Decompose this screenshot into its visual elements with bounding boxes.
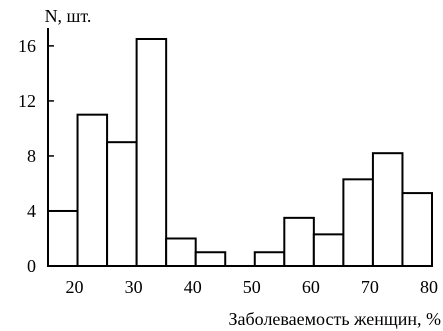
histogram-bar (135, 38, 168, 267)
histogram-bar (76, 113, 109, 267)
histogram-bar (283, 216, 315, 268)
y-axis-label: N, шт. (45, 6, 92, 26)
y-tick-label: 0 (27, 256, 36, 276)
y-tick-label: 8 (27, 146, 36, 166)
x-tick-label: 30 (125, 277, 143, 297)
histogram-bar (47, 209, 79, 267)
histogram-bar (194, 251, 227, 267)
y-tick-label: 4 (27, 201, 36, 221)
bars-group (47, 38, 434, 268)
histogram-bar (312, 233, 345, 268)
histogram-bar (253, 251, 286, 267)
histogram-bar (106, 141, 138, 267)
y-tick-label: 12 (18, 91, 36, 111)
x-tick-label: 40 (184, 277, 202, 297)
x-tick-label: 80 (420, 277, 438, 297)
y-ticks-group: 0 4 8 12 16 (18, 36, 54, 276)
x-tick-label: 20 (66, 277, 84, 297)
histogram-bar (401, 192, 434, 267)
x-ticks-group: 20 30 40 50 60 70 80 (66, 260, 438, 297)
x-tick-label: 70 (361, 277, 379, 297)
x-tick-label: 60 (302, 277, 320, 297)
x-tick-label: 50 (243, 277, 261, 297)
histogram-bar (165, 237, 197, 267)
histogram-bar (371, 152, 404, 267)
x-axis-label: Заболеваемость женщин, % (229, 309, 441, 329)
histogram-bar (342, 178, 374, 267)
y-tick-label: 16 (18, 36, 36, 56)
